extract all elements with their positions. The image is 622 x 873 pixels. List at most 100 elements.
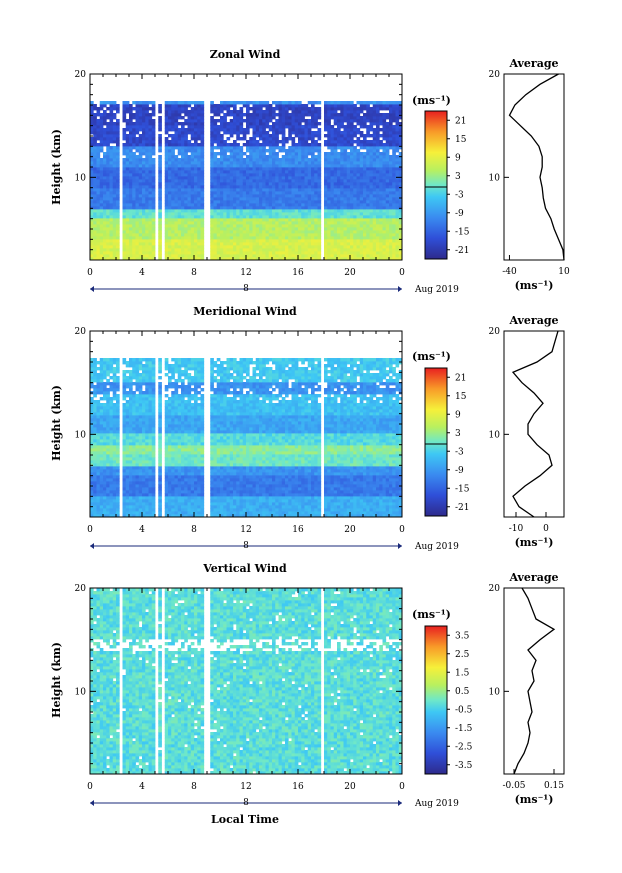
heatmap-cell bbox=[151, 206, 156, 210]
heatmap-cell bbox=[164, 221, 169, 225]
heatmap-cell bbox=[356, 149, 361, 153]
heatmap-cell bbox=[262, 164, 266, 168]
heatmap-cell bbox=[96, 412, 101, 416]
heatmap-cell bbox=[220, 137, 224, 141]
heatmap-cell bbox=[164, 167, 169, 171]
heatmap-cell bbox=[275, 200, 279, 204]
heatmap-cell bbox=[363, 236, 367, 240]
heatmap-cell bbox=[382, 251, 387, 255]
heatmap-cell bbox=[307, 143, 312, 147]
heatmap-cell bbox=[184, 245, 188, 249]
heatmap-cell bbox=[129, 128, 133, 132]
heatmap-cell bbox=[236, 236, 240, 240]
heatmap-cell bbox=[90, 104, 94, 108]
heatmap-cell bbox=[151, 101, 156, 105]
heatmap-cell bbox=[177, 239, 182, 243]
heatmap-cell bbox=[112, 245, 117, 249]
heatmap-cell bbox=[145, 200, 149, 204]
heatmap-cell bbox=[171, 146, 175, 150]
heatmap-cell bbox=[268, 197, 273, 201]
heatmap-cell bbox=[116, 110, 120, 114]
heatmap-cell bbox=[298, 251, 302, 255]
heatmap-cell bbox=[103, 433, 107, 437]
heatmap-cell bbox=[369, 242, 374, 246]
heatmap-cell bbox=[103, 170, 107, 174]
heatmap-cell bbox=[135, 233, 140, 237]
heatmap-cell bbox=[317, 197, 322, 201]
heatmap-cell bbox=[125, 185, 130, 189]
heatmap-cell bbox=[213, 119, 218, 123]
heatmap-cell bbox=[246, 212, 250, 216]
heatmap-cell bbox=[327, 116, 331, 120]
heatmap-cell bbox=[379, 128, 383, 132]
heatmap-cell bbox=[177, 164, 182, 168]
heatmap-cell bbox=[181, 110, 185, 114]
heatmap-cell bbox=[112, 418, 117, 422]
heatmap-cell bbox=[249, 221, 253, 225]
heatmap-cell bbox=[376, 215, 380, 219]
heatmap-cell bbox=[109, 433, 114, 437]
heatmap-cell bbox=[346, 110, 351, 114]
heatmap-cell bbox=[148, 197, 153, 201]
heatmap-cell bbox=[242, 194, 247, 198]
heatmap-cell bbox=[177, 182, 182, 186]
heatmap-cell bbox=[268, 245, 273, 249]
heatmap-cell bbox=[259, 125, 263, 129]
heatmap-cell bbox=[262, 125, 266, 129]
chart-title: Meridional Wind bbox=[193, 305, 297, 318]
heatmap-cell bbox=[242, 176, 247, 180]
heatmap-cell bbox=[294, 107, 299, 111]
heatmap-cell bbox=[272, 164, 276, 168]
heatmap-cell bbox=[301, 200, 305, 204]
heatmap-cell bbox=[187, 122, 192, 126]
heatmap-cell bbox=[229, 161, 234, 165]
heatmap-cell bbox=[233, 107, 237, 111]
heatmap-cell bbox=[96, 185, 101, 189]
heatmap-cell bbox=[112, 155, 117, 159]
heatmap-cell bbox=[317, 200, 322, 204]
heatmap-cell bbox=[298, 182, 302, 186]
heatmap-cell bbox=[255, 158, 260, 162]
heatmap-cell bbox=[197, 212, 201, 216]
heatmap-cell bbox=[132, 143, 136, 147]
heatmap-cell bbox=[366, 164, 370, 168]
heatmap-cell bbox=[288, 212, 292, 216]
heatmap-cell bbox=[190, 173, 195, 177]
heatmap-cell bbox=[171, 209, 175, 213]
heatmap-cell bbox=[317, 158, 322, 162]
heatmap-cell bbox=[382, 152, 387, 156]
heatmap-cell bbox=[246, 239, 250, 243]
heatmap-cell bbox=[242, 185, 247, 189]
heatmap-cell bbox=[389, 242, 393, 246]
heatmap-cell bbox=[132, 254, 136, 258]
heatmap-cell bbox=[197, 242, 201, 246]
heatmap-cell bbox=[291, 185, 296, 189]
heatmap-cell bbox=[226, 131, 231, 135]
heatmap-cell bbox=[233, 185, 237, 189]
heatmap-cell bbox=[106, 415, 110, 419]
heatmap-cell bbox=[112, 514, 117, 518]
heatmap-cell bbox=[177, 104, 182, 108]
heatmap-cell bbox=[151, 167, 156, 171]
heatmap-cell bbox=[99, 107, 104, 111]
heatmap-cell bbox=[298, 152, 302, 156]
heatmap-cell bbox=[398, 173, 403, 177]
heatmap-cell bbox=[353, 134, 357, 138]
heatmap-cell bbox=[112, 185, 117, 189]
heatmap-cell bbox=[372, 227, 377, 231]
heatmap-cell bbox=[340, 152, 344, 156]
heatmap-cell bbox=[301, 212, 305, 216]
heatmap-cell bbox=[359, 122, 364, 126]
heatmap-cell bbox=[181, 131, 185, 135]
heatmap-cell bbox=[93, 481, 97, 485]
heatmap-cell bbox=[184, 194, 188, 198]
heatmap-cell bbox=[223, 257, 227, 261]
heatmap-cell bbox=[142, 215, 146, 219]
heatmap-cell bbox=[291, 224, 296, 228]
heatmap-cell bbox=[93, 436, 97, 440]
heatmap-cell bbox=[112, 484, 117, 488]
heatmap-cell bbox=[116, 227, 120, 231]
heatmap-cell bbox=[333, 215, 338, 219]
heatmap-cell bbox=[301, 113, 305, 117]
heatmap-cell bbox=[112, 388, 117, 392]
